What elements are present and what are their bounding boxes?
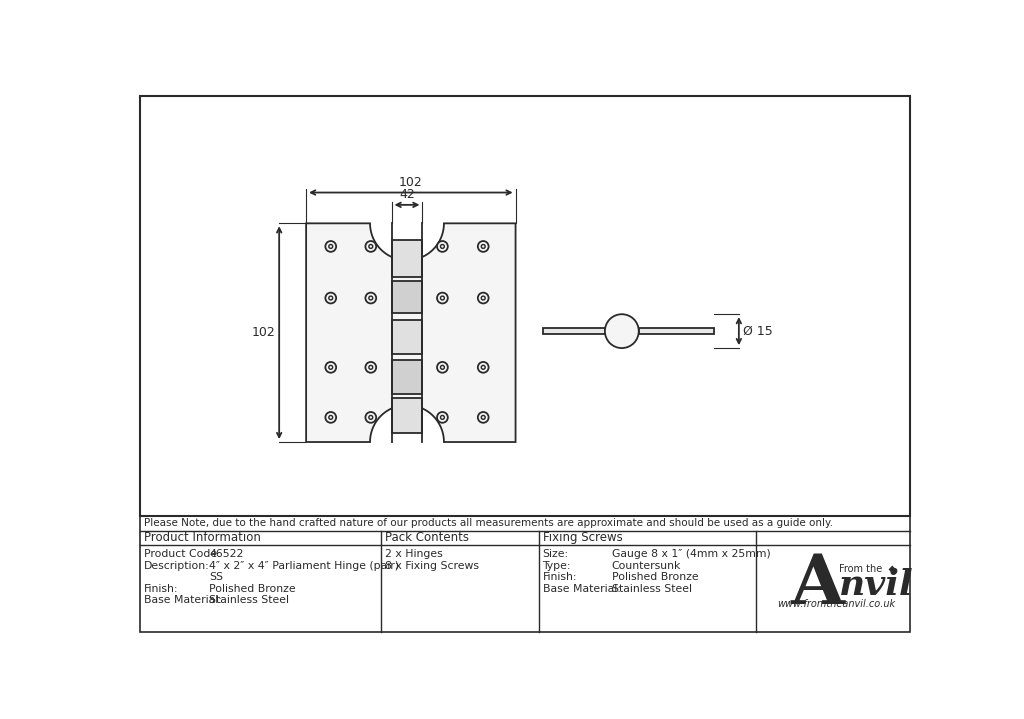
Text: Please Note, due to the hand crafted nature of our products all measurements are: Please Note, due to the hand crafted nat…: [144, 518, 834, 528]
Circle shape: [326, 293, 336, 303]
Circle shape: [366, 362, 376, 372]
Circle shape: [369, 244, 373, 248]
Bar: [391, 240, 422, 278]
Bar: [140, 516, 909, 632]
Text: Type:: Type:: [543, 561, 571, 571]
Bar: [391, 360, 422, 394]
Circle shape: [478, 362, 488, 372]
Text: 42: 42: [399, 188, 415, 201]
Text: Pack Contents: Pack Contents: [385, 531, 469, 544]
Circle shape: [366, 412, 376, 423]
Bar: [639, 328, 714, 334]
Circle shape: [478, 412, 488, 423]
Text: Size:: Size:: [543, 549, 568, 559]
Text: From the  ◆: From the ◆: [839, 564, 896, 574]
Circle shape: [437, 241, 447, 252]
Text: A: A: [791, 551, 845, 618]
Circle shape: [440, 416, 444, 419]
Text: www.fromtheanvil.co.uk: www.fromtheanvil.co.uk: [777, 599, 896, 609]
Bar: [140, 96, 909, 516]
Text: 8 x Fixing Screws: 8 x Fixing Screws: [385, 561, 478, 571]
Circle shape: [481, 365, 485, 370]
Text: 102: 102: [252, 326, 275, 339]
Text: Finish:: Finish:: [143, 584, 178, 594]
Text: 102: 102: [399, 175, 423, 188]
Circle shape: [366, 241, 376, 252]
Text: Base Material:: Base Material:: [543, 584, 621, 594]
Circle shape: [369, 416, 373, 419]
Text: Description:: Description:: [143, 561, 209, 571]
Circle shape: [437, 362, 447, 372]
Text: Stainless Steel: Stainless Steel: [209, 595, 289, 605]
Bar: [391, 319, 422, 354]
Circle shape: [329, 365, 333, 370]
Text: Polished Bronze: Polished Bronze: [209, 584, 296, 594]
Circle shape: [329, 416, 333, 419]
Circle shape: [481, 416, 485, 419]
Bar: [543, 328, 605, 334]
Text: Fixing Screws: Fixing Screws: [543, 531, 623, 544]
Circle shape: [369, 296, 373, 300]
Polygon shape: [306, 224, 515, 442]
Circle shape: [478, 241, 488, 252]
Text: Gauge 8 x 1″ (4mm x 25mm): Gauge 8 x 1″ (4mm x 25mm): [611, 549, 770, 559]
Text: Countersunk: Countersunk: [611, 561, 681, 571]
Text: Base Material:: Base Material:: [143, 595, 221, 605]
Bar: [391, 398, 422, 433]
Circle shape: [605, 314, 639, 348]
Text: Stainless Steel: Stainless Steel: [611, 584, 692, 594]
Text: 46522: 46522: [209, 549, 244, 559]
Circle shape: [326, 362, 336, 372]
Bar: [391, 281, 422, 313]
Text: Product Information: Product Information: [143, 531, 260, 544]
Circle shape: [326, 412, 336, 423]
Circle shape: [366, 293, 376, 303]
Circle shape: [481, 244, 485, 248]
Circle shape: [481, 296, 485, 300]
Circle shape: [440, 365, 444, 370]
Text: Product Code:: Product Code:: [143, 549, 220, 559]
Circle shape: [329, 296, 333, 300]
Circle shape: [440, 244, 444, 248]
Circle shape: [326, 241, 336, 252]
Text: Ø 15: Ø 15: [742, 325, 772, 338]
Text: Finish:: Finish:: [543, 572, 577, 582]
Circle shape: [437, 412, 447, 423]
Text: Polished Bronze: Polished Bronze: [611, 572, 698, 582]
Text: 4″ x 2″ x 4″ Parliament Hinge (pair): 4″ x 2″ x 4″ Parliament Hinge (pair): [209, 561, 399, 571]
Circle shape: [440, 296, 444, 300]
Text: nvil: nvil: [839, 568, 913, 602]
Text: SS: SS: [209, 572, 223, 582]
Text: 2 x Hinges: 2 x Hinges: [385, 549, 442, 559]
Circle shape: [369, 365, 373, 370]
Circle shape: [437, 293, 447, 303]
Circle shape: [329, 244, 333, 248]
Circle shape: [478, 293, 488, 303]
